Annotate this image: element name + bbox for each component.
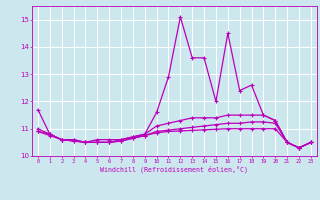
X-axis label: Windchill (Refroidissement éolien,°C): Windchill (Refroidissement éolien,°C): [100, 165, 248, 173]
